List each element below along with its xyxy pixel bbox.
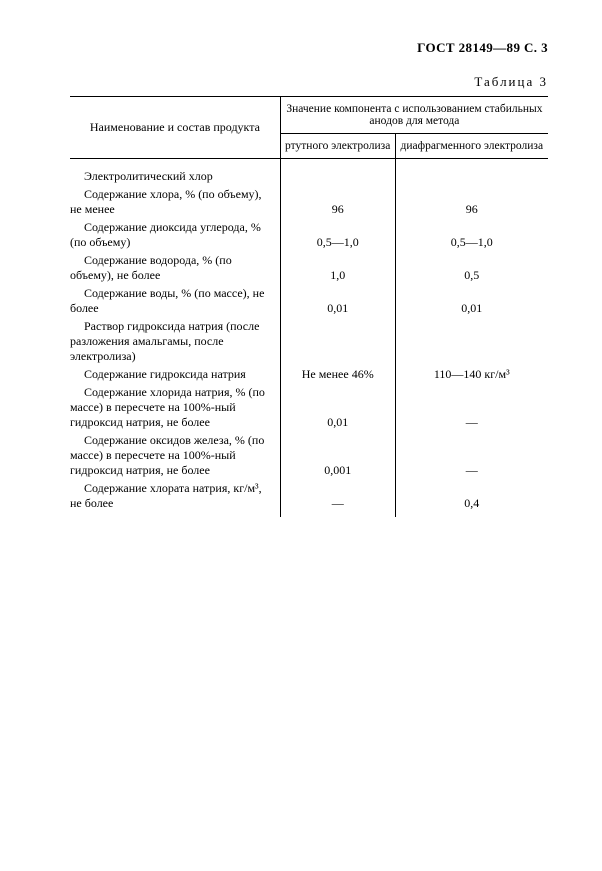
cell-val1 bbox=[280, 159, 395, 186]
cell-val2: 0,5—1,0 bbox=[395, 219, 548, 252]
cell-name: Электролитический хлор bbox=[70, 159, 280, 186]
table-row: Содержание хлората натрия, кг/м³, не бол… bbox=[70, 480, 548, 518]
document-header: ГОСТ 28149—89 С. 3 bbox=[70, 40, 548, 56]
cell-val2: 0,01 bbox=[395, 285, 548, 318]
cell-val1: — bbox=[280, 480, 395, 518]
cell-val2: 0,5 bbox=[395, 252, 548, 285]
cell-val1 bbox=[280, 318, 395, 366]
table-row: Содержание воды, % (по массе), не более … bbox=[70, 285, 548, 318]
cell-name: Содержание хлората натрия, кг/м³, не бол… bbox=[70, 480, 280, 518]
cell-val1: 96 bbox=[280, 186, 395, 219]
table-row: Содержание водорода, % (по объему), не б… bbox=[70, 252, 548, 285]
cell-name: Содержание хлорида натрия, % (по массе) … bbox=[70, 384, 280, 432]
cell-val2: 0,4 bbox=[395, 480, 548, 518]
table-row: Содержание хлора, % (по объему), не мене… bbox=[70, 186, 548, 219]
cell-val1: 1,0 bbox=[280, 252, 395, 285]
table-caption: Таблица 3 bbox=[70, 74, 548, 90]
table-row: Содержание хлорида натрия, % (по массе) … bbox=[70, 384, 548, 432]
cell-name: Раствор гидроксида натрия (после разложе… bbox=[70, 318, 280, 366]
cell-name: Содержание оксидов железа, % (по массе) … bbox=[70, 432, 280, 480]
cell-name: Содержание воды, % (по массе), не более bbox=[70, 285, 280, 318]
cell-val1: 0,5—1,0 bbox=[280, 219, 395, 252]
table-row: Содержание оксидов железа, % (по массе) … bbox=[70, 432, 548, 480]
cell-name: Содержание диоксида углерода, % (по объе… bbox=[70, 219, 280, 252]
cell-val2 bbox=[395, 318, 548, 366]
col-sub2-header: диафрагменного электролиза bbox=[395, 134, 548, 159]
col-group-header: Значение компонента с использованием ста… bbox=[280, 97, 548, 134]
cell-val2 bbox=[395, 159, 548, 186]
cell-val1: 0,001 bbox=[280, 432, 395, 480]
cell-val1: 0,01 bbox=[280, 285, 395, 318]
cell-name: Содержание хлора, % (по объему), не мене… bbox=[70, 186, 280, 219]
cell-name: Содержание водорода, % (по объему), не б… bbox=[70, 252, 280, 285]
table-row: Раствор гидроксида натрия (после разложе… bbox=[70, 318, 548, 366]
cell-val1: 0,01 bbox=[280, 384, 395, 432]
cell-name: Содержание гидроксида натрия bbox=[70, 366, 280, 384]
cell-val2: — bbox=[395, 432, 548, 480]
cell-val2: 96 bbox=[395, 186, 548, 219]
col-name-header: Наименование и состав продукта bbox=[70, 97, 280, 159]
col-sub1-header: ртутного электролиза bbox=[280, 134, 395, 159]
cell-val2: 110—140 кг/м³ bbox=[395, 366, 548, 384]
cell-val2: — bbox=[395, 384, 548, 432]
table-row: Содержание диоксида углерода, % (по объе… bbox=[70, 219, 548, 252]
cell-val1: Не менее 46% bbox=[280, 366, 395, 384]
table-row: Электролитический хлор bbox=[70, 159, 548, 186]
table-row: Содержание гидроксида натрия Не менее 46… bbox=[70, 366, 548, 384]
data-table: Наименование и состав продукта Значение … bbox=[70, 96, 548, 517]
